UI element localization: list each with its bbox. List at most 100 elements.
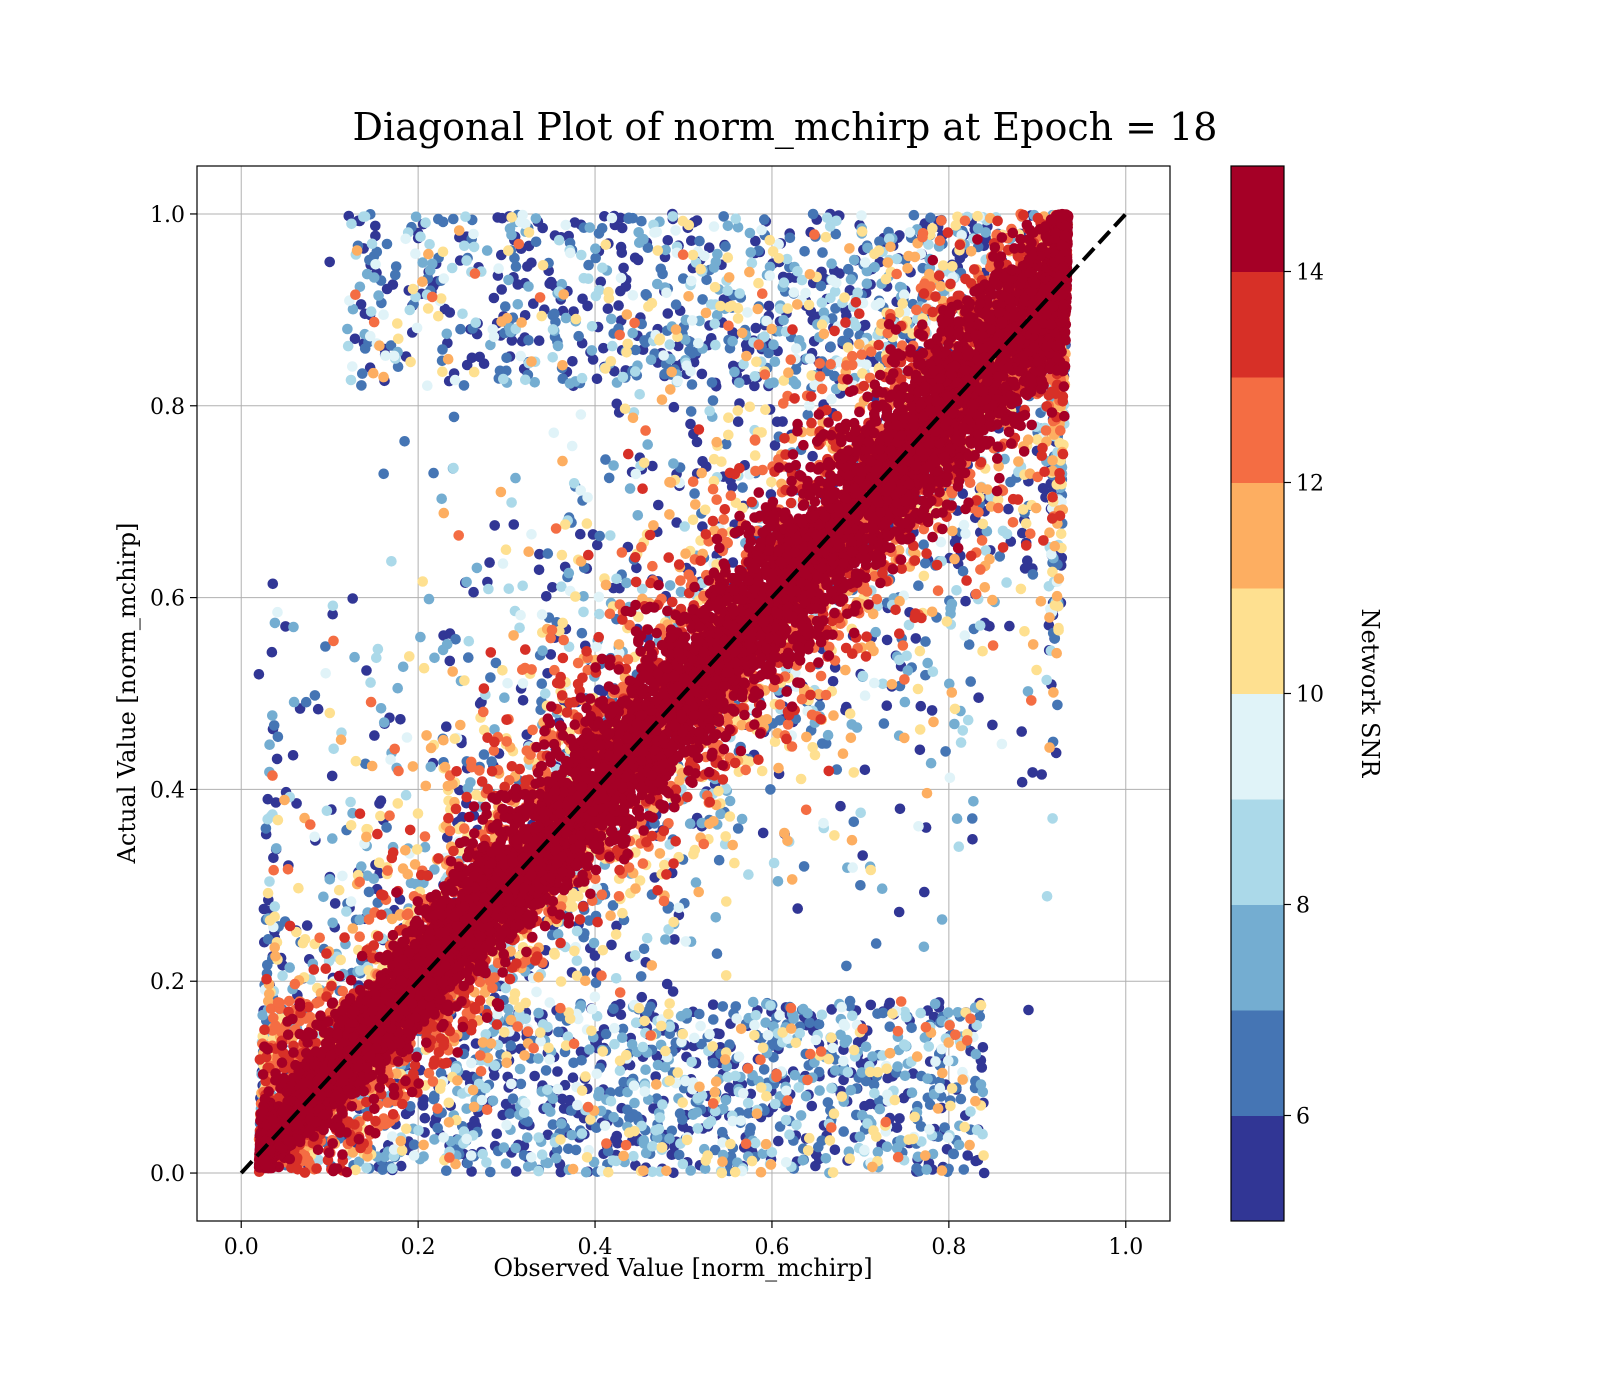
scatter-point <box>553 234 565 246</box>
scatter-point <box>500 301 511 312</box>
scatter-point <box>789 1069 801 1081</box>
scatter-point <box>691 1107 703 1118</box>
scatter-point <box>614 1065 626 1076</box>
scatter-point <box>1019 626 1030 637</box>
scatter-point <box>517 678 529 689</box>
scatter-point <box>899 696 911 708</box>
scatter-point <box>576 1055 587 1066</box>
scatter-point <box>965 676 976 687</box>
scatter-point <box>706 377 718 388</box>
scatter-point <box>924 268 935 280</box>
scatter-point <box>868 1079 880 1090</box>
scatter-point <box>654 1112 666 1123</box>
scatter-point <box>720 831 731 842</box>
scatter-point <box>345 896 357 907</box>
scatter-point <box>826 1004 837 1015</box>
scatter-point <box>859 690 871 701</box>
scatter-point <box>614 1086 625 1097</box>
scatter-point <box>677 1158 689 1170</box>
scatter-point <box>742 1097 754 1109</box>
scatter-point <box>605 530 616 541</box>
scatter-point <box>756 765 768 777</box>
scatter-point <box>392 798 404 809</box>
scatter-point <box>287 750 299 761</box>
scatter-point <box>769 356 781 368</box>
scatter-point <box>404 304 416 316</box>
scatter-point <box>944 772 956 784</box>
scatter-point <box>268 720 280 731</box>
scatter-point <box>822 729 834 741</box>
scatter-point <box>490 657 502 669</box>
scatter-point <box>710 912 722 923</box>
scatter-point <box>399 436 410 447</box>
scatter-point <box>874 297 886 309</box>
scatter-point <box>333 884 345 896</box>
scatter-point <box>1027 767 1038 778</box>
scatter-point <box>461 1133 473 1145</box>
scatter-point <box>520 374 531 386</box>
scatter-point <box>800 1090 812 1102</box>
scatter-point <box>855 880 866 891</box>
scatter-point <box>309 690 321 701</box>
scatter-point <box>468 586 479 598</box>
scatter-point <box>435 293 447 304</box>
scatter-point <box>616 222 628 234</box>
scatter-point <box>1003 503 1014 515</box>
scatter-point <box>877 1007 889 1019</box>
scatter-point <box>506 335 518 346</box>
scatter-point <box>844 708 856 719</box>
scatter-point <box>980 227 991 238</box>
scatter-point <box>701 274 712 286</box>
scatter-point <box>628 1080 640 1091</box>
scatter-point <box>749 1019 760 1031</box>
scatter-point <box>258 903 270 915</box>
scatter-point <box>827 676 839 687</box>
scatter-point <box>948 1148 960 1160</box>
scatter-point <box>869 1088 880 1099</box>
scatter-point <box>766 323 777 335</box>
scatter-point <box>547 1119 559 1130</box>
scatter-point <box>722 285 733 297</box>
scatter-point <box>716 1167 728 1179</box>
scatter-point <box>665 384 676 395</box>
scatter-point <box>266 646 278 658</box>
scatter-point <box>392 361 404 373</box>
scatter-point <box>820 1153 832 1164</box>
scatter-point <box>459 240 470 252</box>
scatter-point <box>378 468 390 480</box>
scatter-point <box>628 1150 639 1162</box>
scatter-point <box>535 1027 546 1038</box>
scatter-point <box>687 315 698 326</box>
scatter-point <box>1049 633 1061 644</box>
scatter-point <box>912 683 924 695</box>
scatter-point <box>531 986 542 998</box>
scatter-point <box>441 721 452 732</box>
scatter-point <box>508 519 520 530</box>
scatter-point <box>579 966 591 977</box>
scatter-point <box>540 688 551 699</box>
scatter-point <box>668 916 679 928</box>
scatter-point <box>1017 527 1028 539</box>
scatter-point <box>847 862 858 873</box>
scatter-point <box>545 649 557 660</box>
scatter-point <box>544 1054 555 1065</box>
scatter-point <box>662 235 674 246</box>
scatter-point <box>661 1165 672 1177</box>
scatter-point <box>471 562 483 574</box>
scatter-point <box>730 1001 742 1012</box>
scatter-point <box>792 266 803 277</box>
scatter-point <box>778 277 790 289</box>
scatter-point <box>957 725 969 736</box>
scatter-point <box>659 859 670 871</box>
scatter-point <box>393 333 404 345</box>
scatter-point <box>417 576 429 587</box>
scatter-point <box>594 530 605 542</box>
scatter-point <box>557 360 568 371</box>
scatter-point <box>906 1087 918 1098</box>
scatter-point <box>845 1084 857 1096</box>
scatter-point <box>503 583 515 594</box>
scatter-point <box>291 798 302 809</box>
scatter-point <box>774 715 786 726</box>
scatter-point <box>769 440 781 451</box>
scatter-point <box>372 897 384 908</box>
